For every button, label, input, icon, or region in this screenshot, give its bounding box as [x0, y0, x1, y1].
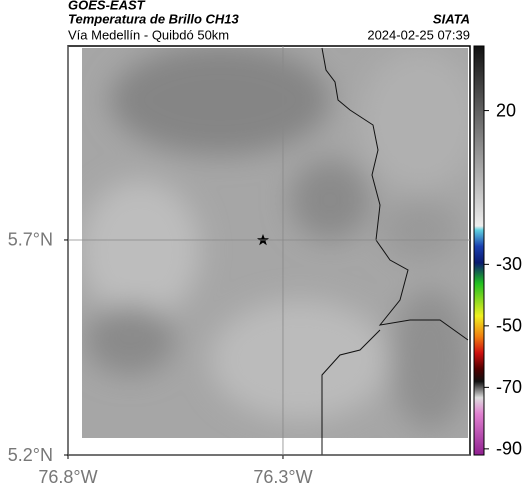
satellite-image	[82, 48, 468, 438]
y-tick-label: 5.2°N	[8, 445, 53, 465]
colorbar-tick-label: -30	[496, 254, 522, 274]
colorbar-tick-label: -70	[496, 377, 522, 397]
source: SIATA	[433, 11, 470, 26]
title: GOES-EAST	[68, 0, 146, 12]
x-tick-label: 76.3°W	[253, 467, 312, 487]
x-tick-label: 76.8°W	[38, 467, 97, 487]
colorbar-tick-label: 20	[496, 100, 516, 120]
colorbar-tick-label: -90	[496, 439, 522, 459]
region: Vía Medellín - Quibdó 50km	[68, 27, 229, 42]
subtitle: Temperatura de Brillo CH13	[68, 11, 240, 26]
colorbar	[473, 45, 485, 456]
colorbar-tick-label: -50	[496, 316, 522, 336]
datetime: 2024-02-25 07:39	[367, 27, 470, 42]
border	[321, 47, 469, 455]
y-tick-label: 5.7°N	[8, 230, 53, 250]
